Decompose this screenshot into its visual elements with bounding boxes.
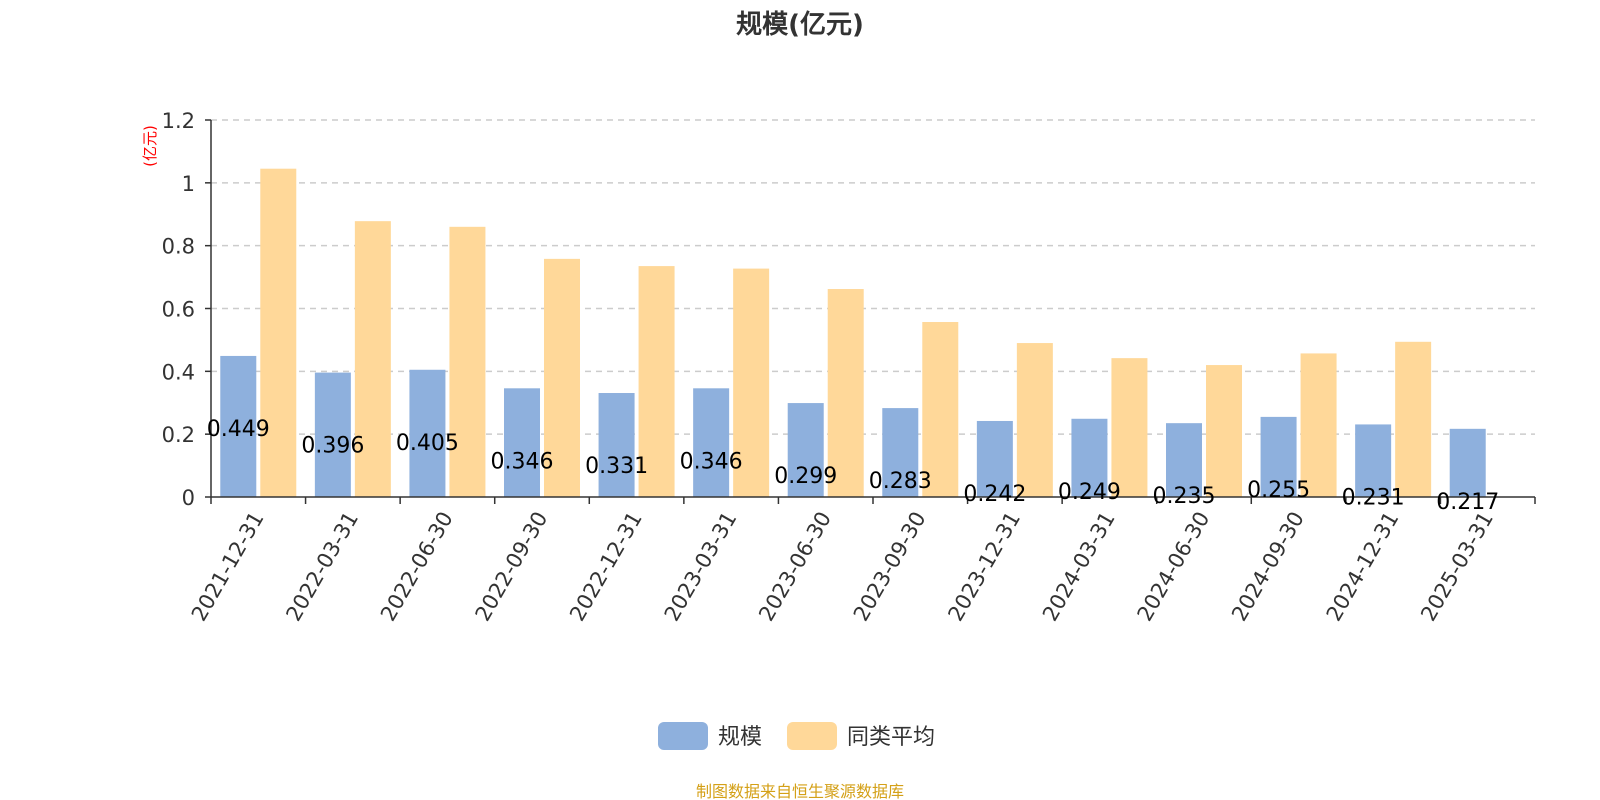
data-label: 0.217 xyxy=(1436,490,1499,515)
bar-series-1[interactable] xyxy=(1355,424,1392,497)
data-labels: 0.449 0.396 0.405 0.346 0.331 0.346 0.299 0.283… xyxy=(207,417,1499,515)
bar-series-2[interactable] xyxy=(544,258,580,497)
bar-series-1[interactable] xyxy=(1166,423,1202,497)
bars xyxy=(220,168,1486,498)
bar-series-1[interactable] xyxy=(598,393,635,497)
bar-series-2[interactable] xyxy=(1395,341,1432,497)
data-label: 0.346 xyxy=(491,449,554,474)
y-tick-label: 0.2 xyxy=(162,423,195,447)
y-tick-label: 0 xyxy=(182,486,195,510)
bar-series-2[interactable] xyxy=(354,221,391,497)
bar-series-2[interactable] xyxy=(1206,365,1242,497)
bar-series-2[interactable] xyxy=(922,322,959,497)
bar-series-2[interactable] xyxy=(260,168,297,497)
x-tick-label: 2022-03-31 xyxy=(281,508,363,626)
bar-series-1[interactable] xyxy=(787,403,824,497)
x-tick-label: 2023-03-31 xyxy=(660,508,742,626)
legend-swatch-series-1[interactable] xyxy=(658,722,708,750)
bar-series-2[interactable] xyxy=(1016,343,1053,497)
y-tick-label: 1 xyxy=(182,172,195,196)
bar-series-1[interactable] xyxy=(409,369,446,497)
bar-series-1[interactable] xyxy=(693,388,730,497)
data-label: 0.396 xyxy=(301,434,364,459)
y-tick-label: 0.4 xyxy=(162,360,195,384)
x-tick-label: 2023-12-31 xyxy=(943,508,1025,626)
y-tick-label: 0.6 xyxy=(162,298,195,322)
bar-series-1[interactable] xyxy=(882,408,919,497)
legend-label-series-2[interactable]: 同类平均 xyxy=(847,725,935,750)
chart-title: 规模(亿元) xyxy=(736,10,864,40)
bar-series-1[interactable] xyxy=(1449,428,1486,497)
data-label: 0.231 xyxy=(1342,485,1405,510)
bar-series-2[interactable] xyxy=(733,268,770,497)
bar-series-1[interactable] xyxy=(314,372,351,497)
x-tick-label: 2023-09-30 xyxy=(849,507,931,625)
bar-series-1[interactable] xyxy=(976,420,1013,497)
y-tick-label: 0.8 xyxy=(162,235,195,259)
bar-series-2[interactable] xyxy=(1300,353,1337,497)
x-tick-label: 2024-03-31 xyxy=(1038,508,1120,626)
legend-label-series-1[interactable]: 规模 xyxy=(718,725,762,750)
x-tick-label: 2022-12-31 xyxy=(565,508,647,626)
y-axis-label: (亿元) xyxy=(141,125,159,167)
bar-series-2[interactable] xyxy=(827,289,864,497)
x-tick-label: 2022-09-30 xyxy=(471,508,553,626)
data-label: 0.331 xyxy=(585,454,648,479)
legend-swatch-series-2[interactable] xyxy=(787,722,837,750)
data-label: 0.249 xyxy=(1058,480,1121,505)
data-label: 0.449 xyxy=(207,417,270,442)
data-label: 0.255 xyxy=(1247,478,1310,503)
bar-series-1[interactable] xyxy=(1071,418,1108,497)
x-tick-label: 2023-06-30 xyxy=(754,508,836,626)
bar-series-1[interactable] xyxy=(504,388,540,497)
x-tick-label: 2024-12-31 xyxy=(1322,508,1404,626)
data-label: 0.235 xyxy=(1153,484,1216,509)
legend[interactable]: 规模 同类平均 xyxy=(658,722,935,750)
bar-series-2[interactable] xyxy=(638,266,675,497)
data-label: 0.242 xyxy=(963,482,1026,507)
data-label: 0.299 xyxy=(774,464,837,489)
data-label: 0.283 xyxy=(869,469,932,494)
x-tick-label: 2021-12-31 xyxy=(187,508,269,626)
bar-series-2[interactable] xyxy=(449,226,486,498)
axes xyxy=(205,119,1536,504)
data-label: 0.346 xyxy=(680,449,743,474)
y-tick-label: 1.2 xyxy=(162,109,195,133)
bar-series-1[interactable] xyxy=(220,355,257,497)
x-tick-label: 2024-06-30 xyxy=(1133,508,1215,626)
data-label: 0.405 xyxy=(396,431,459,456)
source-note: 制图数据来自恒生聚源数据库 xyxy=(696,782,904,800)
bar-series-1[interactable] xyxy=(1260,416,1297,497)
x-tick-label: 2025-03-31 xyxy=(1416,508,1498,626)
x-tick-label: 2024-09-30 xyxy=(1227,508,1309,626)
x-tick-label: 2022-06-30 xyxy=(376,508,458,626)
bar-series-2[interactable] xyxy=(1111,358,1148,497)
